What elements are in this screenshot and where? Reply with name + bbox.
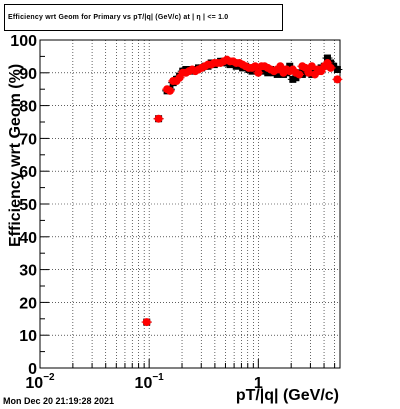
data-point-red (154, 114, 163, 123)
x-tick-label: 10−2 (25, 372, 55, 392)
y-tick-label: 80 (19, 99, 37, 116)
chart-title: Efficiency wrt Geom for Primary vs pT/|q… (4, 4, 283, 31)
data-point-red (307, 62, 316, 71)
timestamp: Mon Dec 20 21:19:28 2021 (3, 396, 115, 406)
data-point-red (142, 318, 151, 327)
points-layer (141, 54, 343, 327)
data-point-red (254, 68, 263, 77)
data-point-black (286, 62, 294, 70)
grid-layer (40, 40, 340, 368)
axes-layer: 0 10 20 30 40 50 60 70 80 90 100 10−2 10−1 1 (10, 33, 336, 392)
data-point-black (323, 54, 331, 62)
y-tick-label: 40 (19, 230, 37, 247)
y-tick-label: 10 (19, 328, 37, 345)
x-tick-label: 10−1 (135, 372, 165, 392)
y-tick-label: 70 (19, 131, 37, 148)
y-tick-label: 90 (19, 66, 37, 83)
x-axis-label: pT/|q| (GeV/c) (236, 387, 339, 404)
data-point-red (295, 70, 304, 79)
data-point-red (165, 86, 174, 95)
data-point-red (251, 62, 260, 71)
y-tick-label: 100 (10, 33, 37, 50)
y-axis-label: Efficiency wrt Geom (%) (7, 64, 24, 247)
data-point-red (276, 62, 285, 71)
x-tick-label: 1 (254, 375, 263, 392)
y-tick-label: 50 (19, 197, 37, 214)
y-tick-label: 20 (19, 295, 37, 312)
data-point-red (326, 63, 335, 72)
y-tick-label: 60 (19, 164, 37, 181)
data-point-black (292, 74, 300, 82)
data-point-black (333, 66, 341, 74)
y-tick-label: 0 (28, 361, 37, 378)
y-tick-label: 30 (19, 263, 37, 280)
data-point-red (333, 75, 342, 84)
